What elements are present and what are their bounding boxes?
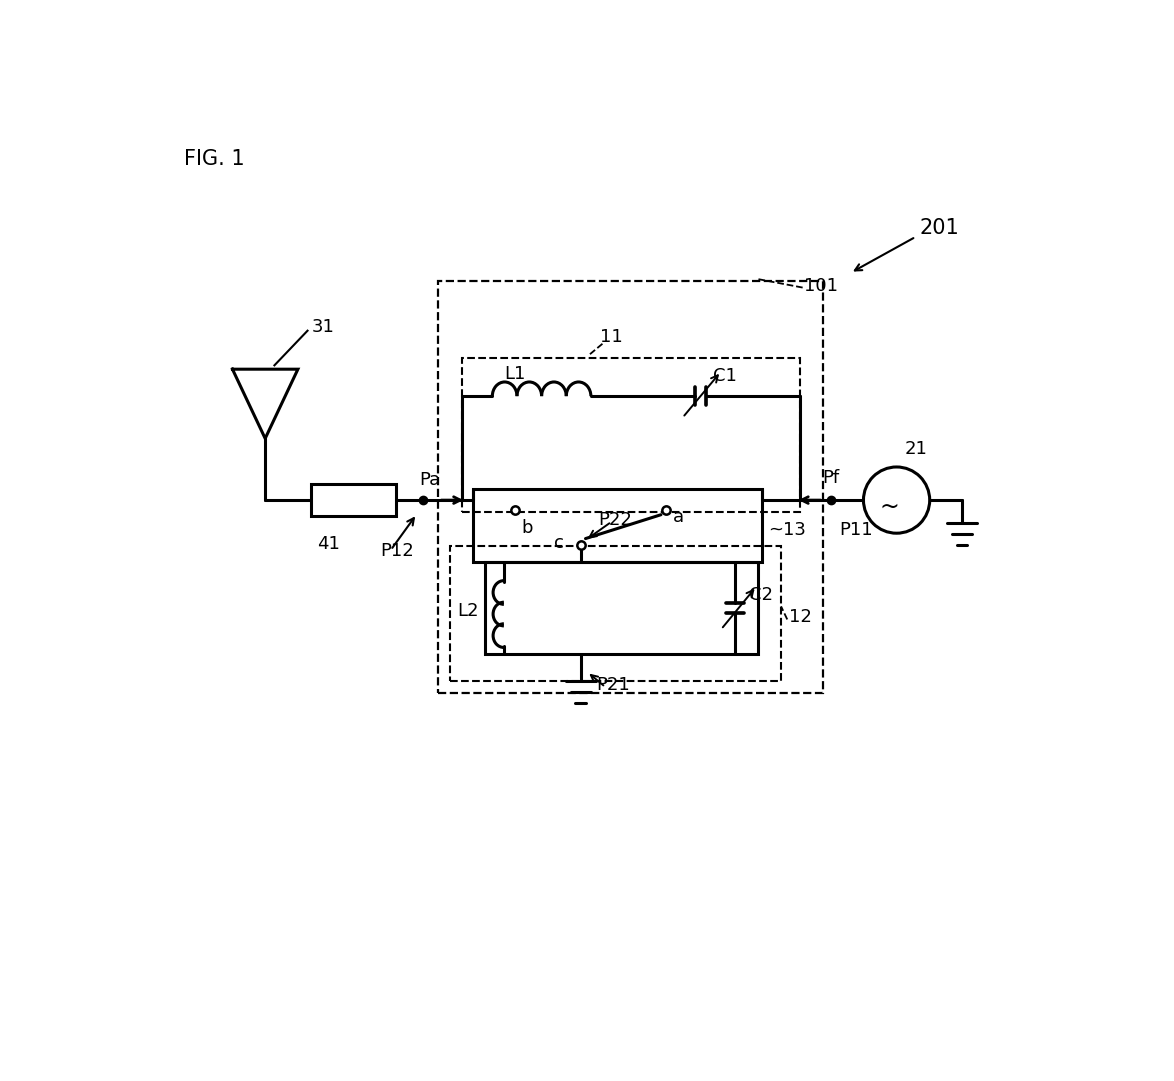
- Text: P21: P21: [596, 677, 630, 694]
- Text: ~13: ~13: [768, 521, 805, 538]
- Bar: [450, 546, 781, 681]
- Text: L1: L1: [504, 365, 525, 383]
- Text: C1: C1: [714, 366, 737, 385]
- Text: Pf: Pf: [822, 469, 839, 488]
- Text: c: c: [554, 534, 564, 551]
- Bar: [485, 562, 758, 654]
- Text: 201: 201: [919, 218, 959, 239]
- Text: 12: 12: [789, 608, 811, 626]
- Text: ~: ~: [879, 495, 899, 519]
- Text: 21: 21: [904, 440, 927, 458]
- Text: b: b: [521, 519, 533, 537]
- Bar: [311, 484, 396, 517]
- Text: Pa: Pa: [419, 470, 440, 489]
- Text: P12: P12: [380, 542, 414, 560]
- Bar: [438, 281, 823, 693]
- Text: a: a: [673, 508, 684, 525]
- Text: FIG. 1: FIG. 1: [184, 149, 245, 169]
- Text: L2: L2: [458, 602, 479, 619]
- Bar: [461, 358, 801, 511]
- Text: 31: 31: [311, 318, 335, 336]
- Text: 11: 11: [600, 329, 623, 346]
- Text: P22: P22: [598, 510, 632, 529]
- Text: 41: 41: [317, 535, 340, 552]
- Text: C2: C2: [749, 586, 772, 604]
- Text: P11: P11: [839, 521, 872, 538]
- Text: 101: 101: [804, 277, 838, 295]
- Bar: [473, 489, 762, 562]
